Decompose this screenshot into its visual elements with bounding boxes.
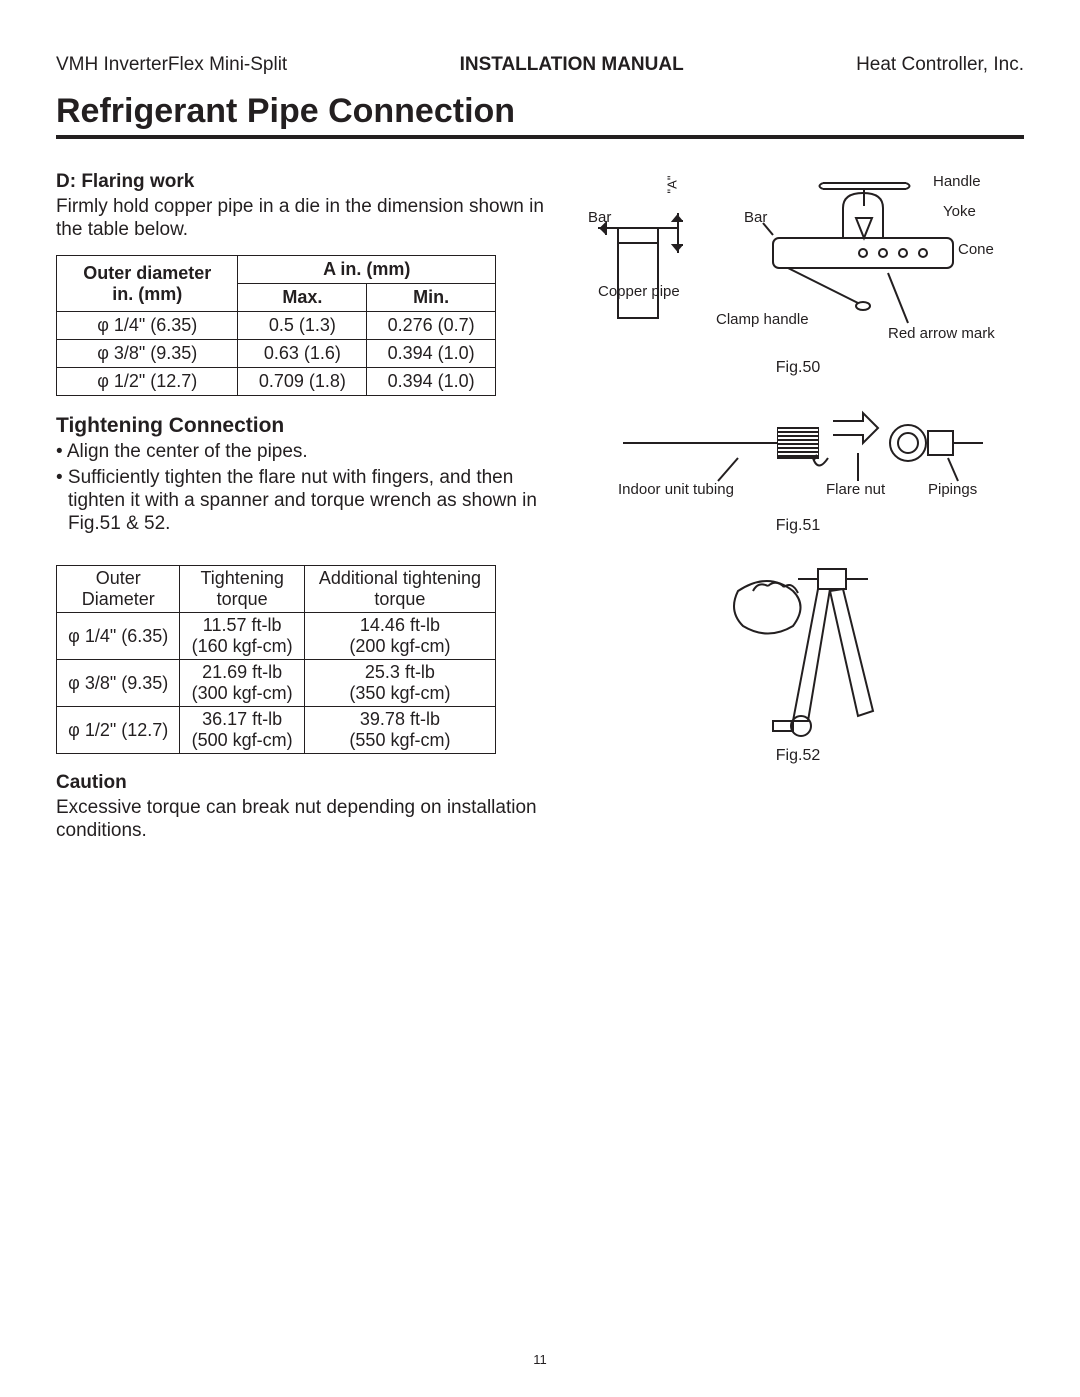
torque-table: OuterDiameter Tighteningtorque Additiona… — [56, 565, 496, 754]
figure-50: Bar "A" Bar Handle Yoke Cone Copper pipe… — [588, 173, 1008, 353]
figure-51-caption: Fig.51 — [572, 517, 1024, 535]
table-row: φ 1/4" (6.35) 11.57 ft-lb(160 kgf-cm) 14… — [57, 613, 496, 660]
copper-pipe-label: Copper pipe — [598, 283, 680, 300]
clamp-handle-label: Clamp handle — [716, 311, 809, 328]
header-right: Heat Controller, Inc. — [856, 54, 1024, 76]
section-d-body: Firmly hold copper pipe in a die in the … — [56, 195, 544, 241]
yoke-label: Yoke — [943, 203, 976, 220]
page-title: Refrigerant Pipe Connection — [56, 92, 1024, 131]
figure-52 — [698, 561, 898, 741]
tightening-bullets: • Align the center of the pipes. • Suffi… — [56, 440, 544, 535]
table-row: φ 3/8" (9.35)0.63 (1.6)0.394 (1.0) — [57, 340, 496, 368]
table-header: Tighteningtorque — [180, 566, 304, 613]
caution-heading: Caution — [56, 772, 544, 794]
list-item: • Align the center of the pipes. — [56, 440, 544, 463]
flare-dimension-table: Outer diameter in. (mm) A in. (mm) Max. … — [56, 255, 496, 396]
flare-nut-label: Flare nut — [826, 481, 885, 498]
section-d-heading: D: Flaring work — [56, 171, 544, 193]
bar-right-label: Bar — [744, 209, 767, 226]
wrench-diagram-icon — [698, 561, 898, 741]
table-row: φ 1/4" (6.35)0.5 (1.3)0.276 (0.7) — [57, 312, 496, 340]
table-row: φ 1/2" (12.7) 36.17 ft-lb(500 kgf-cm) 39… — [57, 707, 496, 754]
cone-label: Cone — [958, 241, 994, 258]
figure-51: Indoor unit tubing Flare nut Pipings — [608, 403, 988, 503]
handle-label: Handle — [933, 173, 981, 190]
list-item: • Sufficiently tighten the flare nut wit… — [56, 466, 544, 536]
table-header: Outer diameter in. (mm) — [57, 256, 238, 312]
table-header: A in. (mm) — [238, 256, 496, 284]
header-left: VMH InverterFlex Mini-Split — [56, 54, 287, 76]
bar-left-label: Bar — [588, 209, 611, 226]
title-rule — [56, 135, 1024, 139]
table-row: φ 1/2" (12.7)0.709 (1.8)0.394 (1.0) — [57, 368, 496, 396]
table-header: OuterDiameter — [57, 566, 180, 613]
a-dim-label: "A" — [664, 176, 679, 194]
header-center: INSTALLATION MANUAL — [460, 54, 684, 76]
table-header: Additional tighteningtorque — [304, 566, 495, 613]
table-row: φ 3/8" (9.35) 21.69 ft-lb(300 kgf-cm) 25… — [57, 660, 496, 707]
indoor-tubing-label: Indoor unit tubing — [618, 481, 734, 498]
caution-body: Excessive torque can break nut depending… — [56, 796, 544, 842]
table-header: Min. — [367, 284, 496, 312]
figure-50-caption: Fig.50 — [572, 359, 1024, 377]
table-header: Max. — [238, 284, 367, 312]
red-arrow-label: Red arrow mark — [888, 325, 995, 342]
pipings-label: Pipings — [928, 481, 977, 498]
tightening-heading: Tightening Connection — [56, 414, 544, 438]
page-number: 11 — [0, 1352, 1080, 1367]
page-header: VMH InverterFlex Mini-Split INSTALLATION… — [56, 54, 1024, 76]
figure-52-caption: Fig.52 — [572, 747, 1024, 765]
